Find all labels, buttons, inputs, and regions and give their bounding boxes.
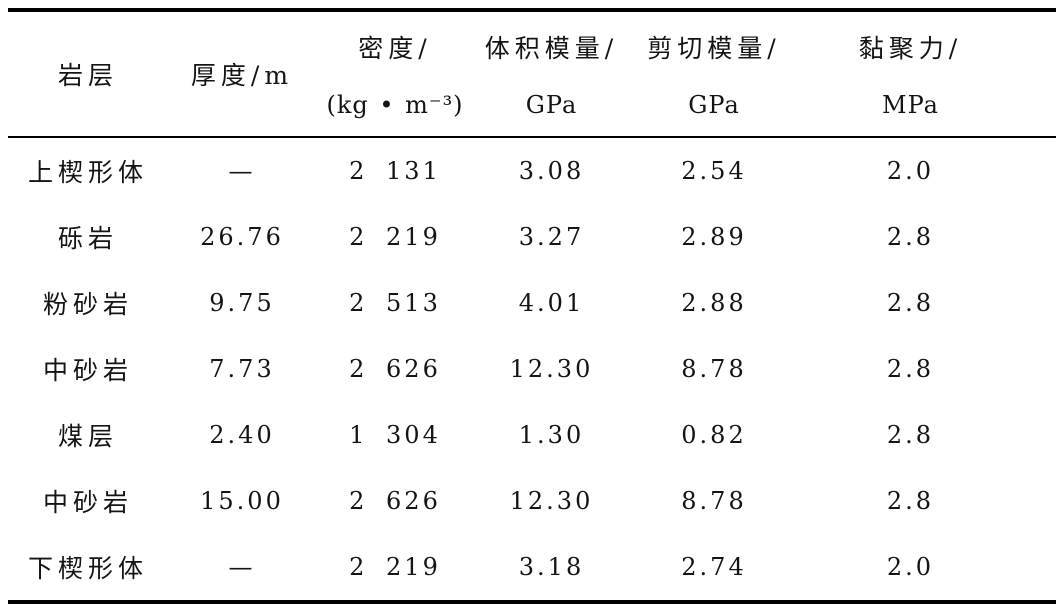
cell-shear-modulus: 2.88 xyxy=(681,289,747,317)
col-header-rock-layer-label: 岩层 xyxy=(57,61,118,90)
cell-cohesion: 2.0 xyxy=(886,157,935,185)
col-header-density-lines: 密度/ (kg • m⁻³) xyxy=(316,29,474,119)
table-row: 下楔形体 — 2 219 3.18 2.74 2.0 xyxy=(8,534,1056,602)
cell-bulk-modulus: 1.30 xyxy=(518,421,585,449)
col-header-bulk-modulus-unit: GPa xyxy=(525,91,578,119)
cell-layer: 下楔形体 xyxy=(27,554,148,583)
header-row: 岩层 厚度/m 密度/ (kg • m⁻³) 体积模量/ GPa xyxy=(8,10,1056,138)
cell-bulk-modulus: 3.18 xyxy=(518,553,585,581)
cell-layer: 上楔形体 xyxy=(27,158,148,187)
cell-shear-modulus: 2.89 xyxy=(681,223,747,251)
col-header-bulk-modulus-lines: 体积模量/ GPa xyxy=(474,29,629,119)
col-header-density: 密度/ (kg • m⁻³) xyxy=(316,10,474,138)
cell-thickness: 9.75 xyxy=(209,289,275,317)
table-row: 粉砂岩 9.75 2 513 4.01 2.88 2.8 xyxy=(8,270,1056,336)
cell-cohesion: 2.8 xyxy=(886,289,935,317)
cell-bulk-modulus: 3.27 xyxy=(518,223,585,251)
table-row: 砾岩 26.76 2 219 3.27 2.89 2.8 xyxy=(8,204,1056,270)
col-header-shear-modulus-lines: 剪切模量/ GPa xyxy=(629,29,799,119)
col-header-rock-layer: 岩层 xyxy=(8,10,168,138)
cell-thickness: 2.40 xyxy=(209,421,275,449)
cell-cohesion: 2.8 xyxy=(886,223,935,251)
col-header-shear-modulus-unit: GPa xyxy=(688,91,740,119)
col-header-thickness: 厚度/m xyxy=(168,10,316,138)
cell-shear-modulus: 8.78 xyxy=(681,355,747,383)
cell-layer: 砾岩 xyxy=(57,224,118,253)
cell-density: 2 626 xyxy=(349,355,441,383)
cell-bulk-modulus: 4.01 xyxy=(518,289,585,317)
cell-layer: 中砂岩 xyxy=(42,488,133,517)
cell-shear-modulus: 0.82 xyxy=(681,421,747,449)
cell-layer: 粉砂岩 xyxy=(42,290,133,319)
cell-shear-modulus: 2.74 xyxy=(681,553,747,581)
table-row: 中砂岩 7.73 2 626 12.30 8.78 2.8 xyxy=(8,336,1056,402)
table-header: 岩层 厚度/m 密度/ (kg • m⁻³) 体积模量/ GPa xyxy=(8,10,1056,138)
cell-layer: 煤层 xyxy=(57,422,118,451)
col-header-bulk-modulus-label: 体积模量/ xyxy=(484,34,619,63)
cell-cohesion: 2.8 xyxy=(886,421,935,449)
col-header-cohesion-unit: MPa xyxy=(882,91,939,119)
col-header-cohesion-label: 黏聚力/ xyxy=(858,34,963,63)
cell-cohesion: 2.0 xyxy=(886,553,935,581)
cell-layer: 中砂岩 xyxy=(42,356,133,385)
table-body: 上楔形体 — 2 131 3.08 2.54 2.0 砾岩 26.76 2 21… xyxy=(8,137,1056,602)
col-header-shear-modulus-label: 剪切模量/ xyxy=(647,34,781,63)
col-header-density-unit: (kg • m⁻³) xyxy=(326,91,464,119)
cell-density: 2 219 xyxy=(349,223,441,251)
cell-cohesion: 2.8 xyxy=(886,355,935,383)
rock-properties-table: 岩层 厚度/m 密度/ (kg • m⁻³) 体积模量/ GPa xyxy=(8,8,1056,604)
table-row: 上楔形体 — 2 131 3.08 2.54 2.0 xyxy=(8,137,1056,204)
cell-bulk-modulus: 12.30 xyxy=(509,355,594,383)
cell-density: 2 626 xyxy=(349,487,441,515)
col-header-thickness-label: 厚度/m xyxy=(190,61,294,90)
cell-cohesion: 2.8 xyxy=(886,487,935,515)
cell-bulk-modulus: 12.30 xyxy=(509,487,594,515)
cell-thickness: — xyxy=(228,157,256,185)
cell-thickness: 15.00 xyxy=(200,487,284,515)
cell-density: 2 513 xyxy=(349,289,441,317)
col-header-density-label: 密度/ xyxy=(358,34,432,63)
cell-thickness: 26.76 xyxy=(200,223,284,251)
table-row: 煤层 2.40 1 304 1.30 0.82 2.8 xyxy=(8,402,1056,468)
table-row: 中砂岩 15.00 2 626 12.30 8.78 2.8 xyxy=(8,468,1056,534)
col-header-cohesion: 黏聚力/ MPa xyxy=(799,10,1056,138)
cell-density: 1 304 xyxy=(349,421,441,449)
col-header-bulk-modulus: 体积模量/ GPa xyxy=(474,10,629,138)
cell-density: 2 131 xyxy=(349,157,441,185)
col-header-shear-modulus: 剪切模量/ GPa xyxy=(629,10,799,138)
cell-density: 2 219 xyxy=(349,553,441,581)
cell-shear-modulus: 8.78 xyxy=(681,487,747,515)
col-header-cohesion-lines: 黏聚力/ MPa xyxy=(799,29,1022,119)
cell-thickness: — xyxy=(228,553,256,581)
cell-shear-modulus: 2.54 xyxy=(681,157,747,185)
cell-thickness: 7.73 xyxy=(209,355,275,383)
cell-bulk-modulus: 3.08 xyxy=(518,157,585,185)
